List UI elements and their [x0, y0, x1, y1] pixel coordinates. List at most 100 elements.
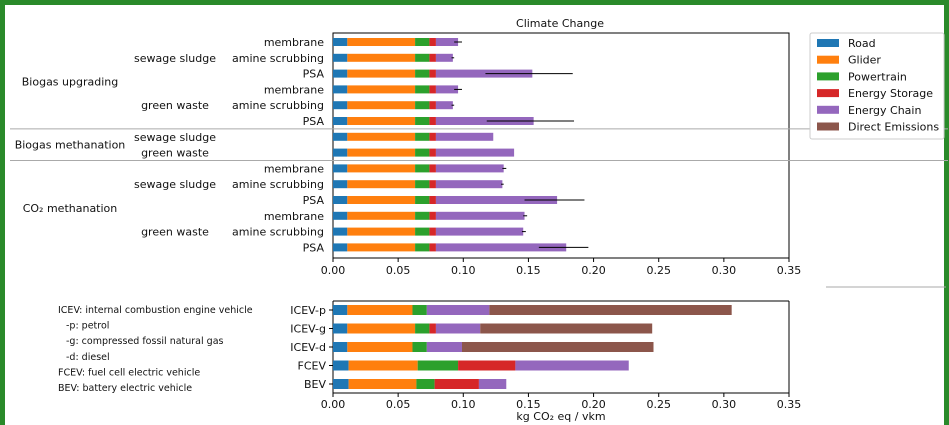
legend: Road Glider Powertrain Energy Storage Energy… — [809, 32, 945, 140]
category-label: ICEV-g — [290, 323, 326, 336]
bar-segment — [347, 227, 416, 236]
bar-segment — [429, 132, 436, 141]
vehicle-notes: ICEV: internal combustion engine vehicle… — [58, 305, 253, 394]
bottom-chart: ICEV-p ICEV-g ICEV-d FCEV BEV 0.00 0.05 0.10 0.1… — [290, 286, 946, 423]
legend-swatch — [817, 122, 839, 131]
bar-segment — [333, 323, 348, 334]
bar-segment — [347, 180, 416, 189]
bar-segment — [347, 323, 416, 334]
bar-segment — [347, 196, 416, 204]
row-label: PSA — [303, 68, 325, 81]
bar-segment — [429, 196, 436, 204]
bar-segment — [333, 196, 348, 204]
bar-segment — [333, 101, 348, 110]
tick-label: 0.20 — [581, 264, 606, 277]
tick-label: 0.10 — [451, 398, 476, 411]
bar-segment — [415, 148, 430, 157]
bar-segment — [415, 180, 430, 189]
legend-entry: Road — [848, 37, 876, 50]
top-plot-area — [332, 32, 790, 259]
bar-segment — [435, 227, 524, 236]
legend-box — [809, 32, 945, 140]
bar-segment — [435, 180, 503, 189]
bar-segment — [333, 117, 348, 125]
bar-segment — [412, 342, 427, 352]
bar-segment — [333, 180, 348, 189]
bar-segment — [478, 379, 507, 389]
bar-segment — [333, 305, 348, 315]
row-label: membrane — [264, 36, 324, 49]
tick-label: 0.35 — [777, 398, 802, 411]
bar-segment — [435, 101, 453, 110]
group-label: CO₂ methanation — [23, 202, 118, 215]
tick-label: 0.15 — [516, 264, 541, 277]
bar-segment — [434, 379, 479, 389]
legend-swatch — [817, 72, 839, 81]
bar-segment — [429, 323, 436, 334]
tick-label: 0.35 — [777, 264, 802, 277]
legend-entry: Energy Storage — [848, 87, 933, 100]
row-label: PSA — [303, 194, 325, 207]
bar-segment — [415, 227, 430, 236]
bar-segment — [347, 243, 416, 252]
bar-segment — [333, 132, 348, 141]
bar-segment — [435, 85, 459, 94]
bar-segment — [415, 85, 430, 94]
category-label: BEV — [304, 378, 326, 391]
tick-label: 0.30 — [712, 398, 737, 411]
bar-segment — [415, 38, 430, 46]
tick-label: 0.30 — [712, 264, 737, 277]
note-line: -g: compressed fossil natural gas — [66, 336, 224, 347]
tick-label: 0.15 — [516, 398, 541, 411]
row-label: PSA — [303, 241, 325, 254]
bar-segment — [489, 305, 732, 315]
bar-segment — [426, 342, 462, 352]
bar-segment — [333, 69, 348, 78]
bar-segment — [435, 132, 494, 141]
row-label: amine scrubbing — [232, 178, 324, 191]
tick-label: 0.20 — [581, 398, 606, 411]
tick-label: 0.00 — [321, 398, 346, 411]
bar-segment — [429, 69, 436, 78]
bar-segment — [429, 211, 436, 220]
legend-swatch — [817, 39, 839, 47]
row-label: membrane — [264, 162, 324, 175]
bar-segment — [333, 342, 348, 352]
bar-segment — [429, 227, 436, 236]
bar-segment — [415, 323, 430, 334]
row-label: amine scrubbing — [232, 52, 324, 65]
bar-segment — [333, 379, 349, 389]
bar-segment — [435, 69, 533, 78]
bar-segment — [347, 211, 416, 220]
bar-segment — [347, 148, 416, 157]
tick-label: 0.25 — [646, 264, 671, 277]
bar-segment — [415, 196, 430, 204]
bar-segment — [415, 132, 430, 141]
bar-segment — [417, 360, 459, 371]
bar-segment — [347, 53, 416, 62]
bar-segment — [429, 243, 436, 252]
row-label: membrane — [264, 210, 324, 223]
group-label: Biogas methanation — [15, 139, 126, 152]
bar-segment — [348, 379, 417, 389]
bar-segment — [429, 148, 436, 157]
chart-title: Climate Change — [516, 17, 604, 30]
note-line: BEV: battery electric vehicle — [58, 383, 192, 394]
note-line: -d: diesel — [66, 352, 110, 363]
bar-segment — [435, 38, 459, 46]
bar-segment — [429, 85, 436, 94]
subgroup-label: green waste — [141, 226, 209, 239]
legend-entry: Powertrain — [848, 70, 907, 83]
group-label: Biogas upgrading — [22, 76, 118, 89]
bar-segment — [435, 148, 515, 157]
legend-swatch — [817, 89, 839, 98]
tick-label: 0.25 — [646, 398, 671, 411]
bar-segment — [333, 243, 348, 252]
tick-label: 0.10 — [451, 264, 476, 277]
category-label: ICEV-d — [290, 341, 326, 354]
bar-segment — [515, 360, 629, 371]
bar-segment — [347, 38, 416, 46]
bar-segment — [347, 305, 413, 315]
bar-segment — [347, 342, 413, 352]
bar-segment — [347, 85, 416, 94]
